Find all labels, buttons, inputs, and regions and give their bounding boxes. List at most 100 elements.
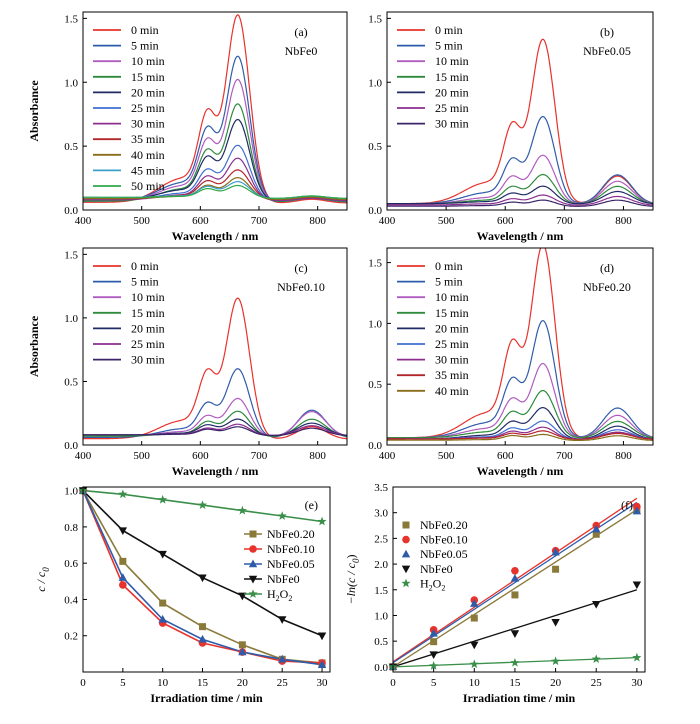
x-tick-label: 800 [309, 450, 326, 462]
data-point-0 [592, 530, 600, 538]
chart-panel-3: 400 500 600 700 800 0.0 0.5 1.0 1.5 Wavelength / … [368, 247, 654, 478]
data-point-0 [199, 623, 207, 631]
series-line-7 [83, 169, 347, 201]
x-tick-label: 30 [631, 677, 643, 689]
legend-label: 0 min [435, 23, 463, 37]
x-tick-label: 500 [438, 215, 455, 227]
legend-label: 45 min [131, 163, 165, 177]
series-line-4 [387, 185, 653, 205]
y-axis-label: Absorbance [27, 80, 41, 142]
x-tick-label: 400 [75, 215, 92, 227]
legend-label: 35 min [131, 132, 165, 146]
data-point-3 [429, 651, 438, 660]
data-point-4 [632, 652, 642, 662]
legend-marker [248, 559, 258, 568]
y-tick-label: 1.5 [64, 13, 78, 25]
legend-label: 10 min [131, 54, 165, 68]
legend-marker [402, 521, 410, 529]
x-axis-label: Wavelength / nm [172, 229, 259, 243]
series-line-5 [387, 194, 653, 206]
y-tick-label: 1.5 [64, 249, 78, 261]
data-point-1 [511, 566, 519, 575]
panel-label: (c) [294, 261, 307, 275]
x-tick-label: 600 [497, 215, 514, 227]
data-point-2 [592, 524, 601, 533]
x-tick-label: 700 [251, 450, 268, 462]
y-tick-label: 3.0 [374, 508, 388, 520]
x-tick-label: 5 [120, 677, 126, 689]
x-tick-label: 25 [591, 677, 603, 689]
x-axis-label: Irradiation time / min [150, 691, 263, 705]
data-point-1 [119, 581, 127, 589]
legend-label: NbFe0.20 [420, 518, 468, 532]
legend-label: NbFe0 [420, 562, 453, 576]
series-line-0 [83, 14, 347, 204]
legend-label: H2O2 [267, 587, 292, 603]
y-tick-label: 1.0 [64, 313, 78, 325]
legend-label: 0 min [131, 259, 159, 273]
series-line-10 [83, 184, 347, 199]
x-tick-label: 800 [309, 215, 326, 227]
y-tick-label: 0.0 [374, 662, 388, 674]
y-tick-label: 0.4 [64, 594, 78, 606]
legend-label: 5 min [131, 275, 159, 289]
legend-marker [249, 545, 257, 553]
sample-label: NbFe0.05 [583, 44, 631, 58]
data-point-2 [632, 506, 642, 515]
x-tick-label: 20 [550, 677, 562, 689]
x-tick-label: 30 [317, 677, 329, 689]
legend-label: NbFe0.10 [267, 542, 315, 556]
data-point-2 [198, 634, 207, 643]
legend-label: NbFe0.05 [420, 547, 468, 561]
x-tick-label: 5 [431, 677, 437, 689]
chart-panel-4: 0 5 10 15 20 25 30 0.2 0.4 0.6 0.8 1.0 Irradiation t… [34, 486, 331, 705]
series-line-1 [83, 55, 347, 203]
data-point-0 [552, 565, 560, 573]
legend-label: 25 min [435, 337, 469, 351]
y-tick-label: 0.0 [64, 205, 78, 217]
x-tick-label: 500 [438, 450, 455, 462]
x-tick-label: 500 [133, 450, 150, 462]
legend-marker [248, 575, 258, 584]
y-tick-label: 0.6 [64, 558, 78, 570]
panel-label: (a) [294, 25, 307, 39]
data-point-2 [158, 614, 167, 623]
y-tick-label: 1.5 [374, 585, 388, 597]
data-point-0 [159, 599, 167, 607]
data-point-3 [551, 618, 560, 627]
y-tick-label: 2.5 [374, 533, 388, 545]
legend-marker [402, 535, 410, 544]
legend-label: NbFe0 [267, 572, 300, 586]
data-point-3 [470, 641, 479, 650]
y-tick-label: 1.0 [368, 318, 382, 330]
plot-area [83, 14, 347, 204]
legend-label: 20 min [131, 321, 165, 335]
series-line-0 [83, 297, 347, 440]
legend-label: 20 min [435, 321, 469, 335]
x-tick-label: 400 [75, 450, 92, 462]
series-line-7 [387, 430, 653, 440]
legend-label: 30 min [435, 117, 469, 131]
series-line-1 [83, 368, 347, 438]
legend-label: 50 min [131, 179, 165, 193]
data-point-2 [551, 547, 560, 556]
legend-label: 25 min [131, 337, 165, 351]
chart-panel-0: 400 500 600 700 800 0.0 0.5 1.0 1.5 Wavelength / … [27, 11, 348, 243]
y-tick-label: 1.5 [368, 258, 382, 270]
y-tick-label: 0.5 [64, 141, 78, 153]
data-point-4 [551, 656, 561, 666]
legend-marker [249, 530, 257, 538]
x-axis-label: Wavelength / nm [477, 464, 564, 478]
data-point-4 [237, 505, 247, 515]
data-point-4 [118, 489, 128, 499]
y-tick-label: 1.5 [368, 13, 382, 25]
y-tick-label: 1.0 [368, 77, 382, 89]
chart-panel-5: 0 5 10 15 20 25 30 0.0 0.5 1.0 1.5 2.0 2.5 3.0 3.5 Irra… [344, 482, 646, 705]
series-line-3 [387, 389, 653, 439]
y-tick-label: 0.5 [368, 379, 382, 391]
legend-label: 15 min [131, 70, 165, 84]
